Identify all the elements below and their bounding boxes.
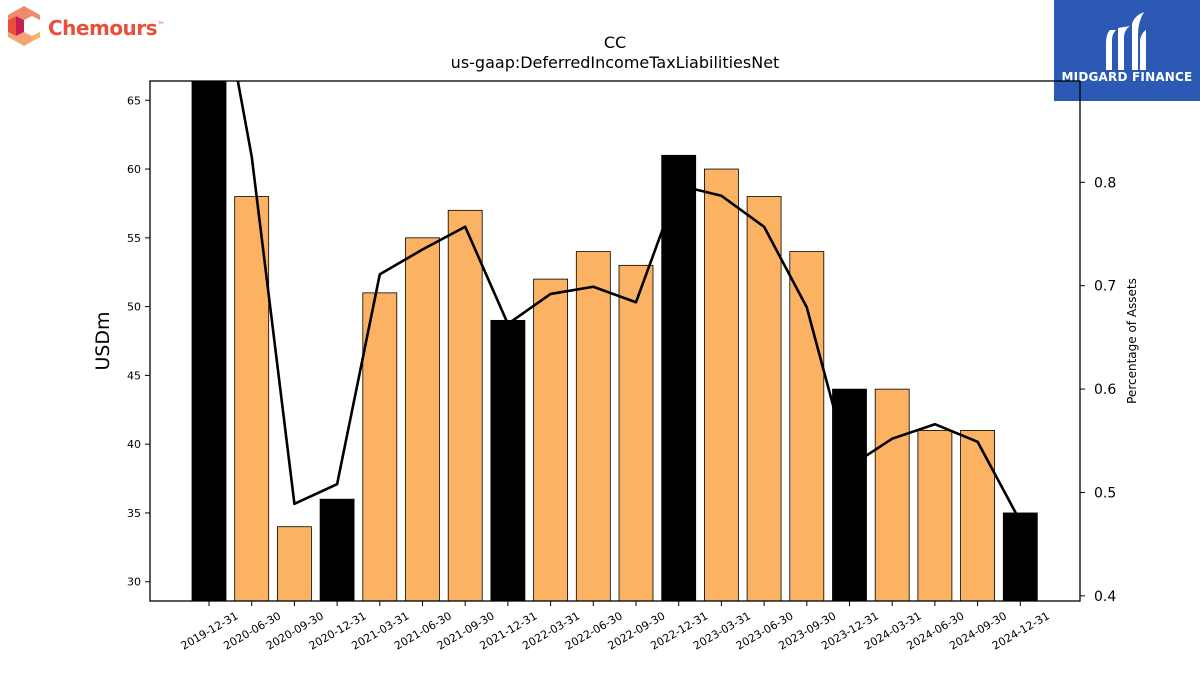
y-right-tick-label: 0.5 [1094, 485, 1116, 501]
bars-group [191, 81, 1038, 601]
x-axis: 2019-12-312020-06-302020-09-302020-12-31… [179, 601, 1052, 653]
bar-2021-03-31 [362, 292, 398, 601]
bar-2022-03-31 [533, 278, 568, 601]
y-tick-label: 65 [127, 94, 141, 107]
chemours-logo: Chemours™ [4, 4, 184, 48]
chemours-c-icon [8, 6, 40, 46]
percentage-line [236, 81, 1022, 523]
y-axis-label: USDm [92, 311, 114, 370]
bar-2023-03-31 [704, 168, 739, 601]
chart-title-line2: us-gaap:DeferredIncomeTaxLiabilitiesNet [451, 53, 780, 72]
y-right-tick-label: 0.6 [1094, 382, 1116, 398]
right-axis: 0.4 0.5 0.6 0.7 0.8 [1080, 175, 1116, 605]
y-tick-label: 35 [127, 507, 141, 520]
bar-2024-12-31 [1002, 512, 1038, 601]
bar-2021-09-30 [447, 209, 483, 601]
y-tick-label: 50 [127, 301, 141, 314]
left-axis: 30 35 40 45 50 55 60 65 [127, 94, 150, 589]
bar-2022-09-30 [618, 264, 654, 601]
bar-2024-03-31 [874, 388, 910, 601]
bar-2021-12-31 [490, 319, 526, 601]
y-right-tick-label: 0.7 [1094, 279, 1116, 295]
bar-2019-12-31 [191, 81, 227, 601]
bar-2024-09-30 [960, 430, 995, 601]
y-tick-label: 45 [127, 369, 141, 382]
midgard-finance-logo: MIDGARD FINANCE [1054, 0, 1200, 101]
bar-2022-06-30 [575, 251, 611, 601]
bar-2023-09-30 [789, 251, 825, 601]
y-tick-label: 55 [127, 232, 141, 245]
bar-2023-06-30 [746, 196, 782, 601]
bar-2021-06-30 [405, 237, 440, 601]
y-right-tick-label: 0.4 [1094, 589, 1116, 605]
y-right-tick-label: 0.8 [1094, 175, 1116, 191]
plot-frame [149, 80, 1081, 602]
line-group [236, 81, 1022, 523]
y-tick-label: 30 [127, 576, 141, 589]
bar-2020-12-31 [319, 498, 355, 601]
y-axis-right-label: Percentage of Assets [1125, 278, 1139, 404]
bar-2024-06-30 [917, 430, 953, 601]
midgard-m-icon [1106, 12, 1146, 70]
y-tick-label: 60 [127, 163, 141, 176]
chart-title-line1: CC [604, 33, 626, 52]
chemours-logo-text: Chemours™ [48, 16, 165, 40]
bar-2020-06-30 [234, 196, 270, 601]
bar-2020-09-30 [276, 526, 312, 601]
y-tick-label: 40 [127, 438, 141, 451]
midgard-logo-text: MIDGARD FINANCE [1061, 70, 1193, 84]
bar-2022-12-31 [661, 154, 697, 601]
